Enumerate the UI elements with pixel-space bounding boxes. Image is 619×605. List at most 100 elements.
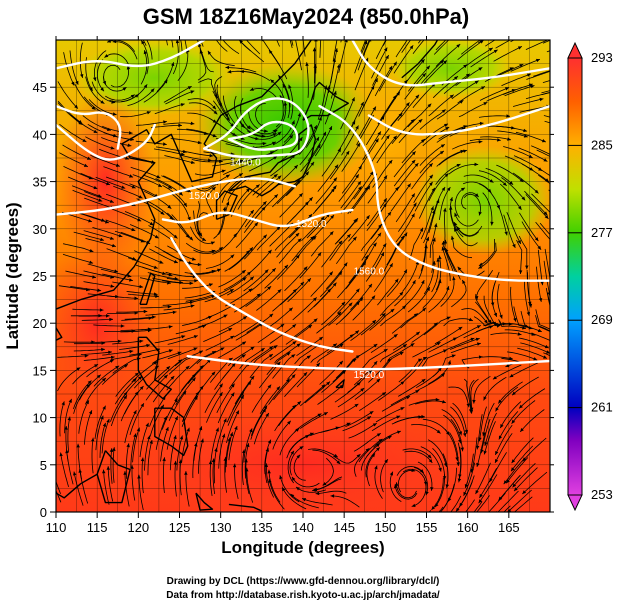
streamline [198, 438, 204, 474]
streamline [104, 53, 130, 68]
colorbar-min-triangle [567, 494, 583, 512]
streamline-arrowhead [273, 156, 278, 160]
streamline-arrowhead [315, 491, 320, 496]
streamline-arrowhead [269, 346, 274, 350]
streamline-arrowhead [184, 471, 188, 475]
streamline [115, 372, 139, 397]
streamline [56, 480, 61, 495]
streamline [244, 201, 267, 228]
streamline-arrowhead [190, 90, 195, 94]
streamline-arrowhead [412, 280, 416, 285]
coastline [137, 336, 172, 400]
streamline [521, 221, 542, 250]
streamline [461, 192, 479, 210]
streamline-arrowhead [422, 73, 426, 77]
streamline [67, 176, 98, 190]
streamline [294, 343, 321, 365]
streamline [80, 172, 111, 186]
streamline-arrowhead [478, 67, 483, 71]
streamline-arrowhead [509, 29, 513, 32]
streamline [212, 232, 238, 255]
streamline-arrowhead [355, 125, 359, 130]
streamline [398, 118, 423, 144]
streamline [524, 190, 548, 216]
streamline [315, 490, 347, 495]
streamline [135, 140, 167, 145]
streamline-arrowhead [488, 319, 492, 324]
streamline [458, 101, 488, 118]
x-tick-label: 135 [251, 520, 273, 535]
streamline-arrowhead [96, 374, 101, 379]
streamline-arrowhead [178, 359, 182, 364]
streamline [210, 427, 219, 463]
streamline-arrowhead [246, 188, 250, 193]
streamline-arrowhead [354, 403, 359, 408]
streamline-arrowhead [246, 443, 250, 448]
streamline [539, 222, 550, 236]
streamline [256, 175, 282, 198]
streamline [163, 122, 195, 125]
streamline-arrowhead [412, 29, 416, 33]
streamline-arrowhead [357, 181, 361, 185]
streamline-arrowhead [317, 413, 322, 417]
streamline-arrowhead [91, 437, 95, 442]
streamline-arrowhead [364, 40, 368, 45]
streamline-arrowhead [441, 246, 445, 251]
streamline-arrowhead [369, 171, 374, 176]
streamline-arrowhead [155, 294, 159, 298]
streamline [140, 40, 149, 75]
streamline [441, 246, 451, 282]
streamline-arrowhead [332, 282, 337, 287]
streamline [70, 114, 98, 134]
streamline [193, 210, 207, 241]
streamline-arrowhead [493, 49, 498, 54]
streamline-arrowhead [528, 303, 533, 308]
streamline-arrowhead [250, 210, 254, 214]
streamline-arrowhead [225, 65, 230, 70]
streamline [288, 213, 313, 239]
streamline [449, 338, 480, 350]
streamline [497, 283, 503, 319]
streamline-arrowhead [193, 347, 198, 351]
streamline [113, 185, 143, 199]
streamline-arrowhead [104, 54, 109, 58]
streamline [312, 187, 336, 215]
streamline [182, 150, 214, 157]
streamline [218, 315, 248, 333]
streamline [88, 99, 117, 116]
streamline-arrowhead [107, 40, 112, 43]
streamline-arrowhead [377, 232, 382, 237]
streamline [485, 168, 514, 186]
streamline-arrowhead [168, 349, 173, 353]
streamline [300, 384, 326, 407]
streamline [224, 250, 250, 272]
streamline-arrowhead [199, 365, 204, 370]
streamline-arrowhead [411, 213, 415, 218]
streamline-arrowhead [556, 342, 560, 345]
streamline-arrowhead [478, 265, 483, 269]
streamline-arrowhead [267, 469, 271, 474]
streamline-arrowhead [522, 490, 527, 494]
streamline [394, 484, 418, 500]
streamline-arrowhead [415, 331, 420, 336]
streamline-arrowhead [297, 112, 301, 117]
streamline [315, 177, 338, 204]
streamline-arrowhead [393, 484, 398, 489]
streamline-arrowhead [151, 160, 156, 164]
streamline-arrowhead [186, 188, 191, 193]
streamline-arrowhead [255, 184, 260, 189]
streamline [265, 463, 275, 498]
streamline [171, 214, 194, 241]
streamline-arrowhead [490, 221, 494, 226]
streamline [359, 391, 387, 411]
streamline [428, 285, 450, 313]
streamline-arrowhead [190, 304, 195, 308]
streamline-arrowhead [154, 234, 159, 239]
streamline [215, 40, 228, 52]
streamline-arrowhead [228, 358, 233, 362]
streamline [348, 254, 369, 284]
streamline-arrowhead [166, 366, 171, 370]
streamline-arrowhead [288, 307, 293, 312]
streamline-arrowhead [538, 298, 543, 302]
